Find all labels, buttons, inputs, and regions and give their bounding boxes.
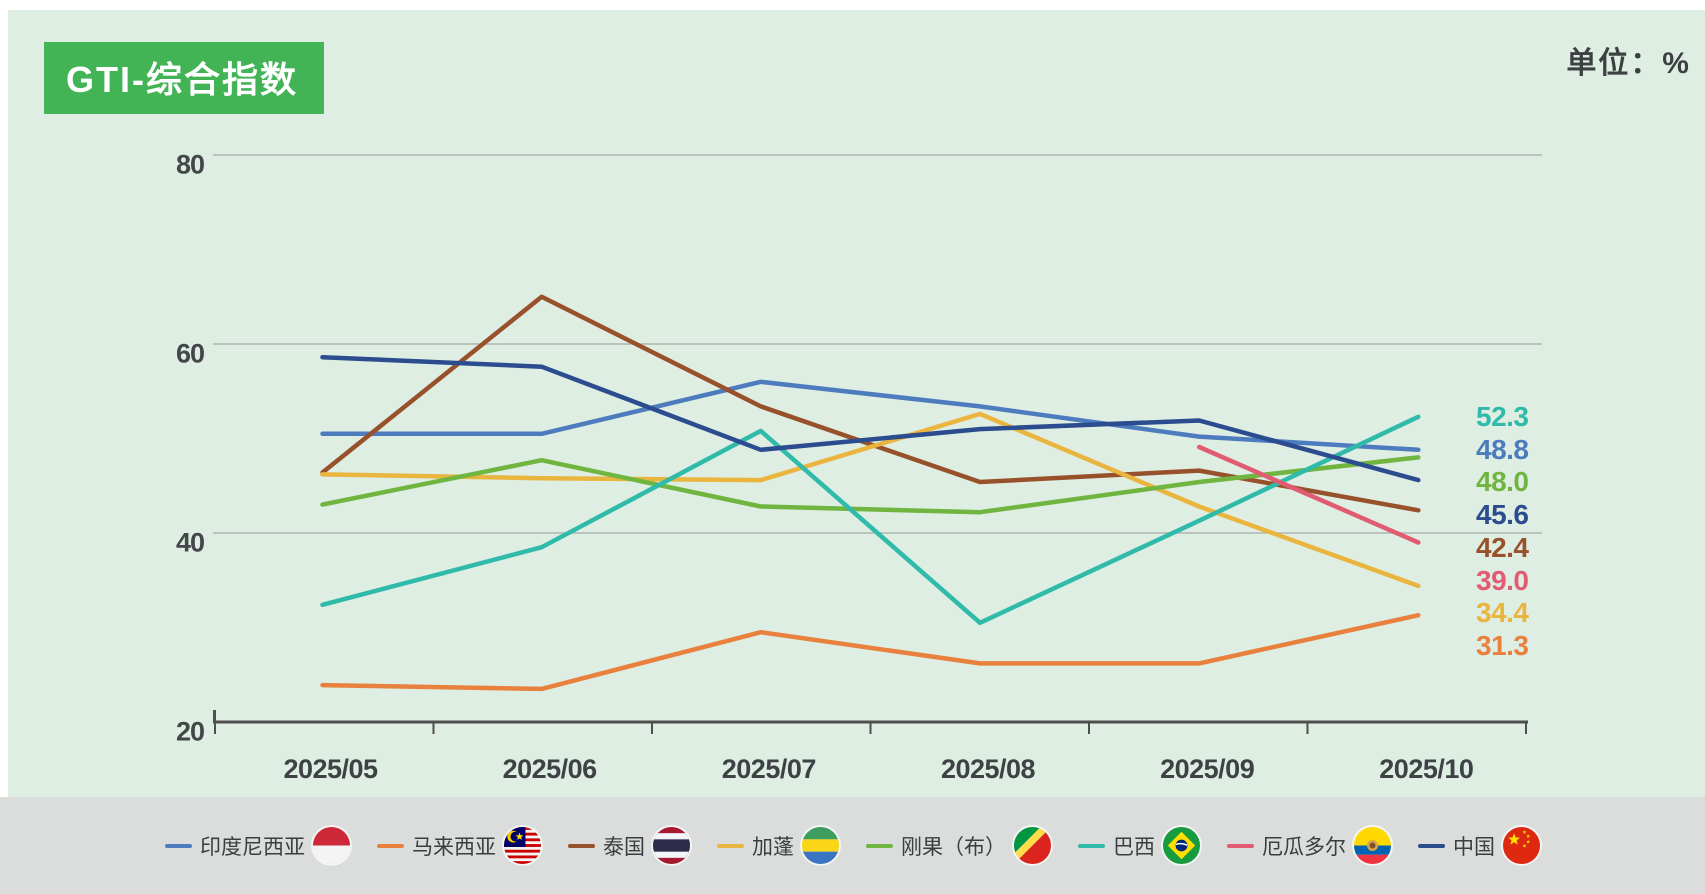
unit-label: 单位：% <box>1566 47 1691 80</box>
legend-line-swatch <box>165 843 192 848</box>
series-end-value-malaysia: 31.3 <box>1476 629 1529 661</box>
y-tick-label: 40 <box>175 527 205 558</box>
legend-item-china[interactable]: 中国 <box>1418 827 1540 864</box>
flag-congo-icon <box>1014 827 1051 864</box>
y-tick-label: 80 <box>175 149 205 180</box>
series-line-congo <box>320 455 1421 515</box>
flag-thailand-icon <box>653 827 690 864</box>
flag-china-icon <box>1503 827 1540 864</box>
series-end-value-gabon: 34.4 <box>1476 597 1529 629</box>
series-line-gabon <box>320 411 1421 589</box>
flag-brazil-icon <box>1163 827 1200 864</box>
legend-label: 厄瓜多尔 <box>1262 835 1346 859</box>
legend-item-gabon[interactable]: 加蓬 <box>717 827 839 864</box>
x-tick-label: 2025/09 <box>1160 754 1255 784</box>
page-title-text: GTI-综合指数 <box>66 59 298 100</box>
legend-label: 刚果（布） <box>901 835 1006 859</box>
legend-line-swatch <box>377 843 404 848</box>
series-line-malaysia <box>320 612 1421 692</box>
legend-line-swatch <box>1418 843 1445 848</box>
legend-line-swatch <box>1227 843 1254 848</box>
legend-line-swatch <box>568 843 595 848</box>
legend-label: 马来西亚 <box>412 835 496 859</box>
legend-line-swatch <box>1078 843 1105 848</box>
chart-panel: GTI-综合指数 单位：% 20 40 60 80 2025/05 2025/06 202… <box>8 10 1705 894</box>
series-end-value-congo: 48.0 <box>1476 466 1529 498</box>
line-chart <box>213 154 1542 734</box>
series-line-brazil <box>320 414 1421 626</box>
legend-line-swatch <box>866 843 893 848</box>
series-end-value-indonesia: 48.8 <box>1476 433 1529 465</box>
flag-ecuador-icon <box>1354 827 1391 864</box>
legend: 印度尼西亚 马来西亚 泰国 加蓬 刚果（布） 巴西 厄瓜多尔 中国 <box>0 797 1705 894</box>
series-line-ecuador <box>1196 444 1421 545</box>
legend-line-swatch <box>717 843 744 848</box>
legend-label: 中国 <box>1453 835 1495 859</box>
legend-label: 加蓬 <box>752 835 794 859</box>
x-tick-label: 2025/10 <box>1379 754 1474 784</box>
series-line-indonesia <box>320 379 1421 453</box>
legend-row: 印度尼西亚 马来西亚 泰国 加蓬 刚果（布） 巴西 厄瓜多尔 中国 <box>0 797 1705 894</box>
x-tick-label: 2025/05 <box>283 754 378 784</box>
x-tick-label: 2025/06 <box>502 754 598 784</box>
legend-label: 印度尼西亚 <box>200 835 305 859</box>
flag-gabon-icon <box>802 827 839 864</box>
series-end-value-china: 45.6 <box>1476 499 1529 531</box>
flag-indonesia-icon <box>313 827 350 864</box>
series-line-china <box>320 354 1421 483</box>
flag-malaysia-icon <box>504 827 541 864</box>
y-tick-label: 20 <box>175 716 205 747</box>
legend-item-malaysia[interactable]: 马来西亚 <box>377 827 541 864</box>
page-title: GTI-综合指数 <box>44 42 324 114</box>
legend-label: 泰国 <box>603 835 645 859</box>
series-end-value-ecuador: 39.0 <box>1476 564 1529 596</box>
x-tick-label: 2025/07 <box>721 754 817 784</box>
y-tick-label: 60 <box>175 338 205 369</box>
legend-item-thailand[interactable]: 泰国 <box>568 827 690 864</box>
legend-item-indonesia[interactable]: 印度尼西亚 <box>165 827 350 864</box>
legend-item-congo[interactable]: 刚果（布） <box>866 827 1051 864</box>
series-end-value-brazil: 52.3 <box>1476 401 1529 432</box>
legend-item-brazil[interactable]: 巴西 <box>1078 827 1200 864</box>
series-end-value-thailand: 42.4 <box>1476 531 1529 563</box>
legend-label: 巴西 <box>1113 835 1155 859</box>
legend-item-ecuador[interactable]: 厄瓜多尔 <box>1227 827 1391 864</box>
x-tick-label: 2025/08 <box>940 754 1036 784</box>
